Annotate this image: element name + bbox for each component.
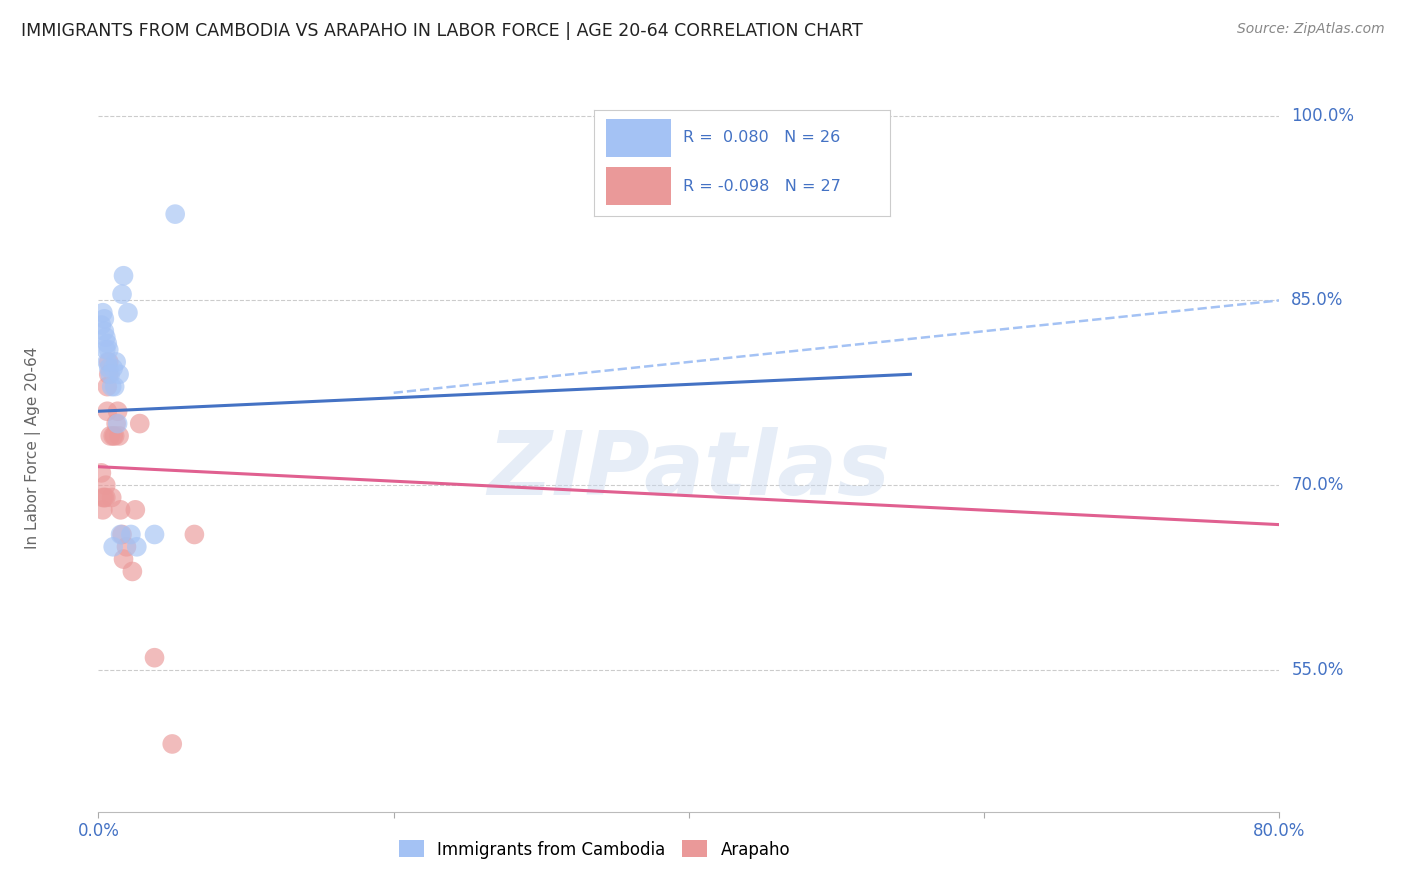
Point bbox=[90, 318, 112, 332]
Point bbox=[128, 417, 150, 431]
Point bbox=[110, 503, 132, 517]
Text: 55.0%: 55.0% bbox=[1291, 661, 1344, 679]
Point bbox=[96, 404, 118, 418]
Text: In Labor Force | Age 20-64: In Labor Force | Age 20-64 bbox=[25, 347, 41, 549]
Point bbox=[107, 404, 129, 418]
Point bbox=[97, 343, 120, 357]
Point bbox=[143, 527, 166, 541]
Point bbox=[115, 540, 138, 554]
Text: 85.0%: 85.0% bbox=[1291, 292, 1344, 310]
Point bbox=[120, 527, 142, 541]
Point bbox=[94, 478, 117, 492]
Point bbox=[96, 336, 118, 351]
Text: 70.0%: 70.0% bbox=[1291, 476, 1344, 494]
Point bbox=[97, 355, 120, 369]
Point bbox=[91, 491, 114, 505]
Point bbox=[93, 324, 115, 338]
Legend: Immigrants from Cambodia, Arapaho: Immigrants from Cambodia, Arapaho bbox=[392, 834, 797, 865]
Point bbox=[96, 355, 118, 369]
Point bbox=[112, 268, 135, 283]
Point bbox=[103, 361, 125, 376]
Point bbox=[100, 379, 122, 393]
Point bbox=[97, 368, 120, 382]
Point bbox=[125, 540, 148, 554]
Point bbox=[143, 650, 166, 665]
Text: IMMIGRANTS FROM CAMBODIA VS ARAPAHO IN LABOR FORCE | AGE 20-64 CORRELATION CHART: IMMIGRANTS FROM CAMBODIA VS ARAPAHO IN L… bbox=[21, 22, 863, 40]
Point bbox=[183, 527, 205, 541]
Point bbox=[111, 527, 134, 541]
Point bbox=[94, 330, 117, 344]
Point bbox=[97, 361, 120, 376]
Point bbox=[103, 540, 125, 554]
Point bbox=[104, 429, 127, 443]
Point bbox=[93, 491, 115, 505]
Point bbox=[98, 429, 121, 443]
Point bbox=[105, 355, 128, 369]
Point bbox=[108, 368, 131, 382]
Point bbox=[110, 527, 132, 541]
Point bbox=[90, 466, 112, 480]
Point bbox=[100, 491, 122, 505]
Text: Source: ZipAtlas.com: Source: ZipAtlas.com bbox=[1237, 22, 1385, 37]
Point bbox=[96, 379, 118, 393]
Point bbox=[121, 565, 143, 579]
Point bbox=[103, 429, 125, 443]
Text: ZIPatlas: ZIPatlas bbox=[488, 426, 890, 514]
Point bbox=[165, 207, 187, 221]
Point bbox=[104, 379, 127, 393]
Point bbox=[107, 417, 129, 431]
Point bbox=[111, 287, 134, 301]
Point bbox=[108, 429, 131, 443]
Point bbox=[91, 503, 114, 517]
Point bbox=[112, 552, 135, 566]
Point bbox=[105, 417, 128, 431]
Point bbox=[94, 343, 117, 357]
Point bbox=[124, 503, 146, 517]
Point bbox=[117, 306, 139, 320]
Point bbox=[98, 368, 121, 382]
Point bbox=[94, 491, 117, 505]
Point bbox=[162, 737, 183, 751]
Text: 100.0%: 100.0% bbox=[1291, 106, 1354, 125]
Point bbox=[93, 311, 115, 326]
Point bbox=[91, 306, 114, 320]
